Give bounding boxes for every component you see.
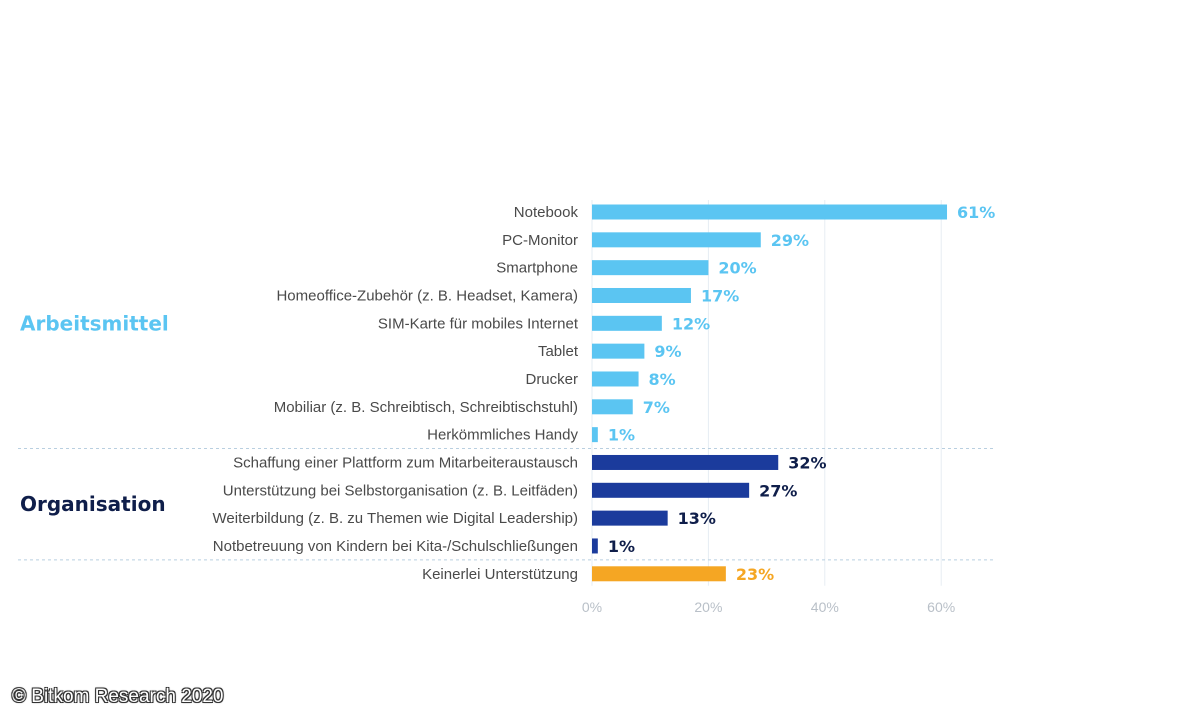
category-label: Tablet <box>538 343 579 360</box>
bar <box>592 343 645 359</box>
category-label: Herkömmliches Handy <box>427 427 578 444</box>
group-label: Organisation <box>20 492 166 516</box>
value-label: 32% <box>788 453 826 472</box>
category-label: SIM-Karte für mobiles Internet <box>378 315 579 332</box>
value-label: 9% <box>654 342 681 361</box>
value-label: 13% <box>678 509 716 528</box>
category-label: Notbetreuung von Kindern bei Kita-/Schul… <box>213 538 578 555</box>
value-label: 1% <box>608 426 635 445</box>
category-label: Keinerlei Unterstützung <box>422 566 578 583</box>
x-tick-label: 40% <box>811 599 839 615</box>
category-label: Mobiliar (z. B. Schreibtisch, Schreibtis… <box>274 399 578 416</box>
bar <box>592 510 668 526</box>
bar <box>592 287 691 303</box>
copyright-notice: © Bitkom Research 2020 <box>12 686 224 707</box>
x-tick-label: 60% <box>927 599 955 615</box>
value-label: 17% <box>701 286 739 305</box>
group-label: Arbeitsmittel <box>20 311 169 335</box>
value-label: 1% <box>608 537 635 556</box>
value-label: 7% <box>643 398 670 417</box>
category-label: Homeoffice-Zubehör (z. B. Headset, Kamer… <box>276 287 578 304</box>
value-label: 12% <box>672 314 710 333</box>
x-tick-label: 0% <box>582 599 602 615</box>
x-tick-label: 20% <box>694 599 722 615</box>
bar <box>592 315 662 331</box>
bar <box>592 232 761 248</box>
value-label: 23% <box>736 565 774 584</box>
value-label: 61% <box>957 203 995 222</box>
bar <box>592 482 750 498</box>
category-label: Drucker <box>525 371 578 388</box>
value-label: 8% <box>649 370 676 389</box>
category-label: Schaffung einer Plattform zum Mitarbeite… <box>233 454 578 471</box>
bar <box>592 454 779 470</box>
bar <box>592 260 709 276</box>
category-label: Notebook <box>514 204 579 221</box>
bar <box>592 566 726 582</box>
value-label: 27% <box>759 481 797 500</box>
bar <box>592 204 948 220</box>
value-label: 20% <box>718 259 756 278</box>
value-label: 29% <box>771 231 809 250</box>
bar <box>592 538 598 554</box>
bar <box>592 427 598 443</box>
bar <box>592 371 639 387</box>
category-label: Smartphone <box>496 260 578 277</box>
category-label: Weiterbildung (z. B. zu Themen wie Digit… <box>213 510 578 527</box>
category-label: PC-Monitor <box>502 232 578 249</box>
category-label: Unterstützung bei Selbstorganisation (z.… <box>223 482 578 499</box>
bar <box>592 399 633 415</box>
